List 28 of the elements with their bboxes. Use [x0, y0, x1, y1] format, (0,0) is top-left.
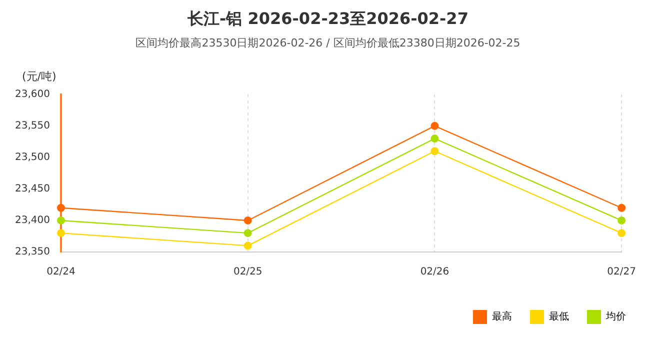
- point: [244, 229, 252, 238]
- y-tick-label: 23,550: [14, 120, 50, 132]
- point: [618, 204, 626, 212]
- chart-subtitle: 区间均价最高23530日期2026-02-26 / 区间均价最低23380日期2026-02-25: [136, 36, 520, 50]
- y-axis-title: (元/吨): [22, 70, 56, 83]
- chart-title: 长江-铝 2026-02-23至2026-02-27: [186, 8, 468, 28]
- y-tick-label: 23,450: [14, 184, 50, 195]
- legend-label: 均价: [605, 310, 626, 323]
- point: [244, 242, 252, 250]
- y-tick-label: 23,600: [14, 88, 50, 100]
- point: [56, 216, 65, 224]
- x-tick-label: 02/25: [233, 266, 262, 278]
- point: [618, 216, 626, 224]
- legend-label: 最低: [549, 312, 569, 323]
- point: [430, 122, 439, 130]
- point: [244, 216, 252, 224]
- point: [618, 229, 626, 238]
- point: [56, 229, 65, 238]
- point: [430, 147, 439, 156]
- y-tick-label: 23,500: [14, 152, 50, 164]
- point: [56, 204, 65, 212]
- y-tick-label: 23,400: [14, 215, 50, 226]
- point: [430, 134, 439, 143]
- x-tick-label: 02/26: [420, 266, 450, 278]
- x-tick-label: 02/27: [607, 266, 636, 278]
- x-tick-label: 02/24: [46, 266, 76, 278]
- legend-label: 最高: [492, 310, 512, 323]
- y-tick-label: 23,350: [14, 246, 50, 258]
